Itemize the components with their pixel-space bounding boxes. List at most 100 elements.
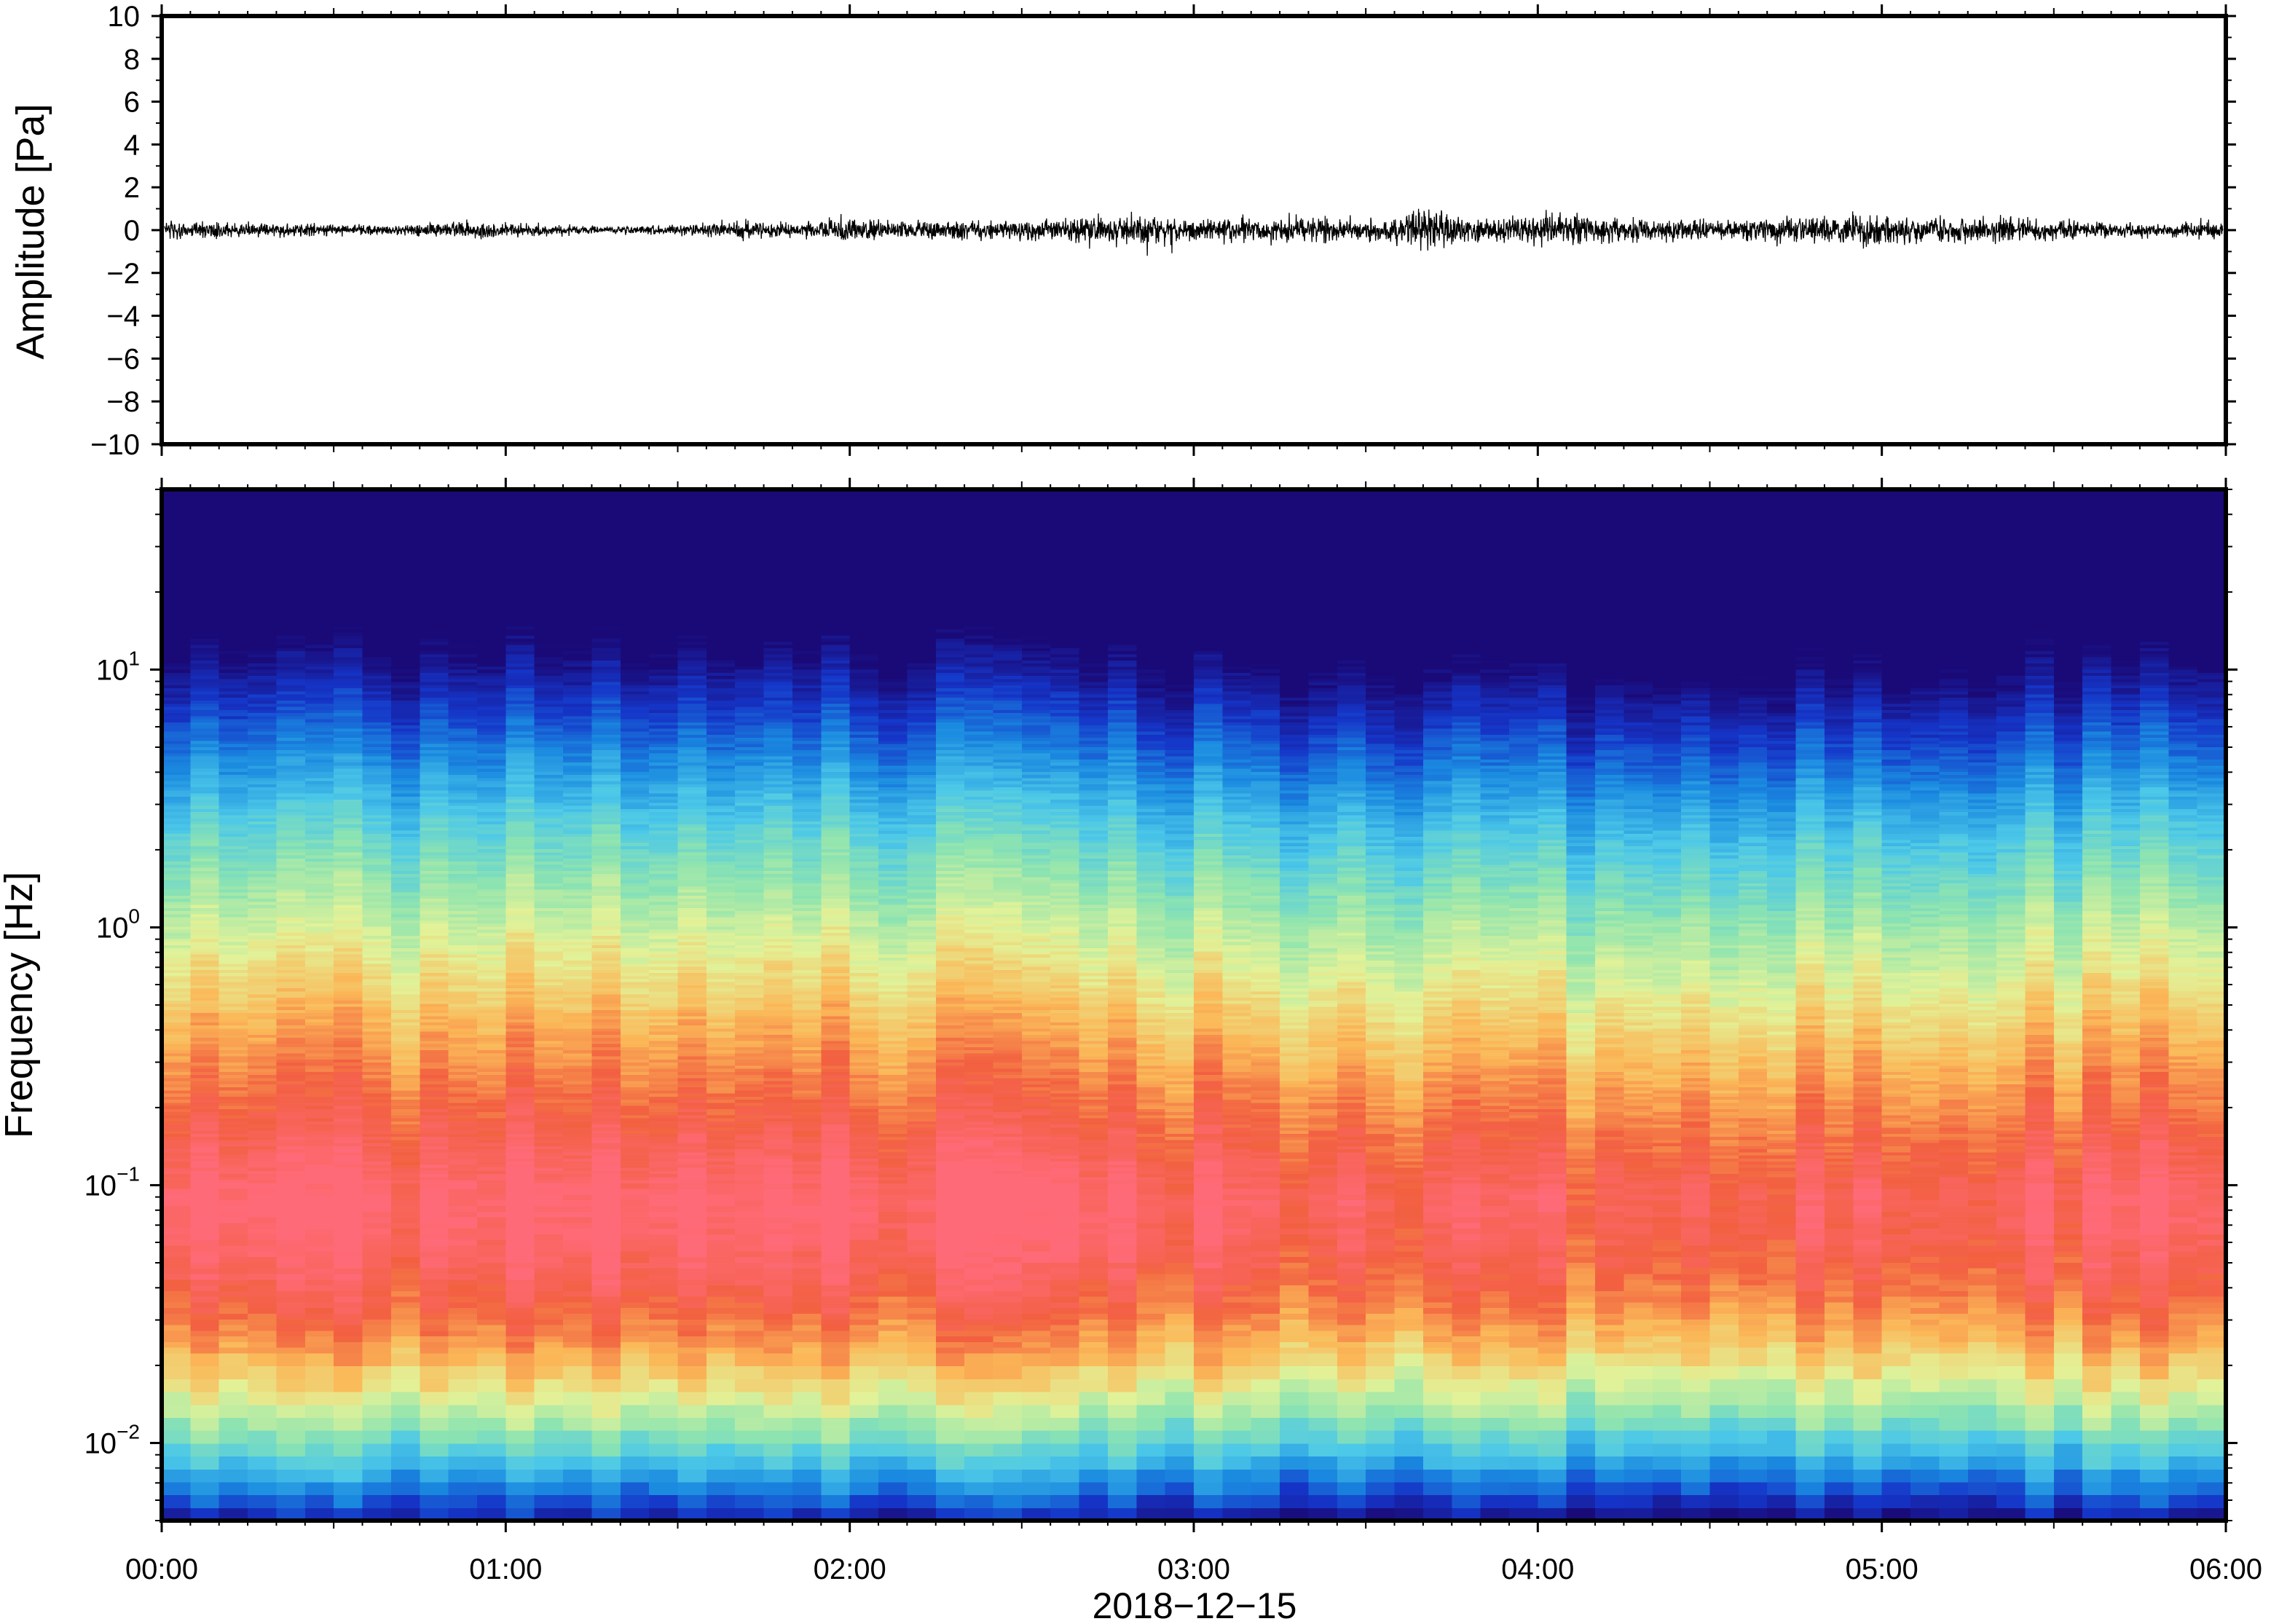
- spectrogram-cell: [304, 1245, 334, 1252]
- spectrogram-cell: [334, 1133, 363, 1138]
- spectrogram-cell: [390, 595, 420, 599]
- spectrogram-cell: [420, 1273, 449, 1280]
- spectrogram-cell: [276, 533, 306, 537]
- spectrogram-cell: [248, 554, 278, 559]
- spectrogram-cell: [591, 623, 621, 627]
- spectrogram-cell: [591, 818, 621, 821]
- spectrogram-cell: [505, 1189, 535, 1195]
- spectrogram-cell: [362, 994, 392, 998]
- spectrogram-cell: [190, 628, 220, 633]
- spectrogram-cell: [534, 576, 564, 580]
- spectrogram-cell: [162, 1507, 191, 1521]
- spectrogram-cell: [649, 1056, 679, 1060]
- spectrogram-cell: [591, 1012, 621, 1017]
- spectrogram-cell: [591, 876, 621, 880]
- spectrogram-cell: [591, 848, 621, 853]
- spectrogram-cell: [534, 957, 564, 961]
- spectrogram-cell: [334, 1417, 363, 1431]
- spectrogram-cell: [591, 845, 621, 850]
- spectrogram-cell: [276, 527, 306, 531]
- spectrogram-cell: [505, 876, 535, 880]
- spectrogram-cell: [276, 1417, 306, 1431]
- spectrogram-cell: [476, 570, 506, 575]
- spectrogram-cell: [563, 972, 593, 977]
- spectrogram-cell: [420, 1456, 449, 1470]
- spectrogram-cell: [362, 1012, 392, 1017]
- spectrogram-cell: [362, 527, 392, 531]
- spectrogram-cell: [276, 935, 306, 939]
- spectrogram-cell: [649, 715, 679, 720]
- spectrogram-cell: [448, 734, 478, 738]
- spectrogram-cell: [448, 1059, 478, 1063]
- spectrogram-cell: [162, 1245, 191, 1252]
- spectrogram-cell: [420, 1173, 449, 1178]
- spectrogram-cell: [420, 1352, 449, 1367]
- spectrogram-cell: [304, 966, 334, 970]
- spectrogram-cell: [534, 781, 564, 784]
- spectrogram-cell: [563, 712, 593, 717]
- spectrogram-cell: [248, 994, 278, 998]
- spectrogram-cell: [334, 1180, 363, 1183]
- spectrogram-cell: [219, 913, 248, 918]
- spectrogram-cell: [448, 802, 478, 806]
- spectrogram-cell: [219, 712, 248, 717]
- spectrogram-cell: [162, 765, 191, 769]
- spectrogram-cell: [390, 715, 420, 720]
- spectrogram-cell: [248, 545, 278, 550]
- spectrogram-cell: [248, 768, 278, 772]
- spectrogram-cell: [162, 588, 191, 593]
- spectrogram-cell: [219, 842, 248, 846]
- spectrogram-cell: [505, 920, 535, 924]
- spectrogram-cell: [649, 1239, 679, 1246]
- spectrogram-cell: [219, 808, 248, 813]
- spectrogram-cell: [505, 489, 535, 494]
- spectrogram-cell: [591, 1507, 621, 1521]
- spectrogram-cell: [448, 1161, 478, 1165]
- spectrogram-cell: [649, 1121, 679, 1125]
- spectrogram-cell: [505, 1183, 535, 1189]
- spectrogram-cell: [162, 682, 191, 685]
- spectrogram-cell: [591, 990, 621, 995]
- spectrogram-cell: [248, 561, 278, 565]
- spectrogram-cell: [162, 1074, 191, 1079]
- spectrogram-cell: [390, 663, 420, 667]
- spectrogram-cell: [219, 883, 248, 887]
- spectrogram-cell: [304, 533, 334, 537]
- spectrogram-cell: [304, 985, 334, 989]
- spectrogram-cell: [362, 848, 392, 853]
- spectrogram-cell: [248, 1084, 278, 1088]
- spectrogram-cell: [476, 1028, 506, 1032]
- spectrogram-cell: [219, 953, 248, 958]
- spectrogram-cell: [620, 935, 650, 939]
- spectrogram-cell: [476, 1087, 506, 1091]
- spectrogram-cell: [649, 1194, 679, 1201]
- spectrogram-cell: [304, 1296, 334, 1303]
- spectrogram-cell: [304, 926, 334, 930]
- spectrogram-cell: [476, 558, 506, 562]
- spectrogram-cell: [620, 583, 650, 586]
- spectrogram-cell: [476, 616, 506, 620]
- spectrogram-cell: [420, 1279, 449, 1286]
- spectrogram-cell: [563, 945, 593, 949]
- spectrogram-cell: [649, 805, 679, 809]
- spectrogram-cell: [505, 1049, 535, 1054]
- spectrogram-cell: [620, 1031, 650, 1035]
- spectrogram-cell: [620, 1143, 650, 1146]
- spectrogram-cell: [334, 663, 363, 667]
- spectrogram-cell: [190, 620, 220, 623]
- spectrogram-cell: [649, 749, 679, 754]
- spectrogram-cell: [362, 845, 392, 850]
- spectrogram-cell: [534, 502, 564, 506]
- spectrogram-cell: [534, 610, 564, 615]
- spectrogram-cell: [248, 901, 278, 905]
- spectrogram-cell: [620, 848, 650, 853]
- spectrogram-cell: [390, 678, 420, 682]
- spectrogram-cell: [563, 1025, 593, 1029]
- spectrogram-cell: [190, 886, 220, 890]
- spectrogram-cell: [591, 635, 621, 639]
- spectrogram-cell: [591, 653, 621, 658]
- spectrogram-cell: [304, 598, 334, 602]
- spectrogram-cell: [505, 616, 535, 620]
- spectrogram-cell: [534, 650, 564, 655]
- spectrogram-cell: [304, 1111, 334, 1116]
